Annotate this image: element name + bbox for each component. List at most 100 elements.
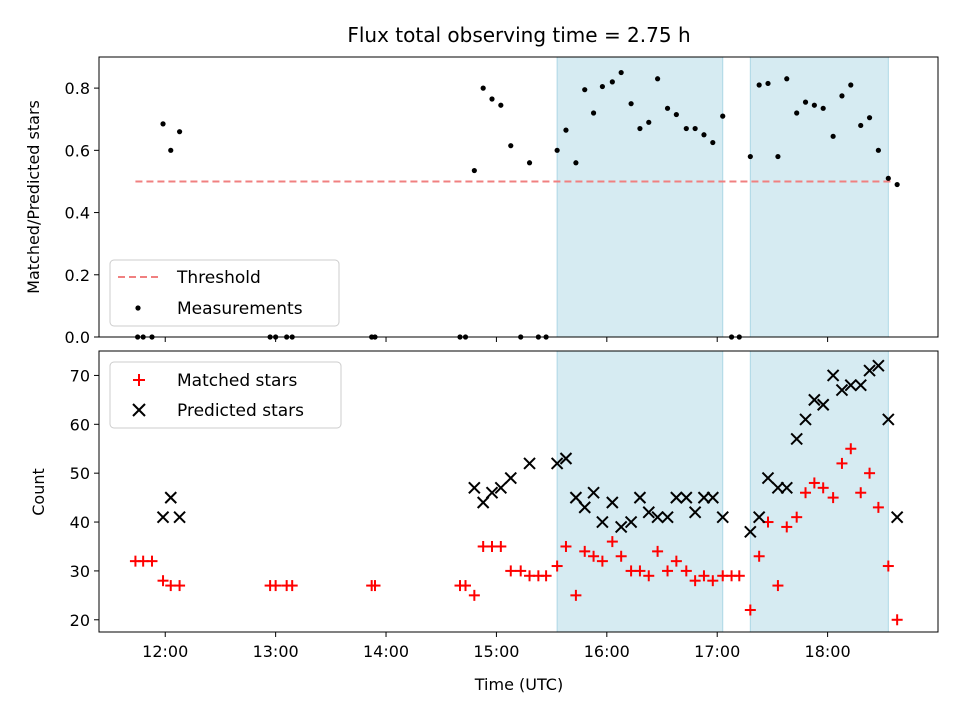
predicted-star-point [854, 379, 867, 392]
x-tick-label: 15:00 [473, 642, 519, 661]
measurement-point [526, 160, 533, 166]
ratio-shaded-region-2 [749, 56, 889, 338]
counts-shaded-region-2 [749, 350, 889, 633]
predicted-star-point [780, 481, 793, 495]
predicted-star-point [844, 379, 857, 392]
predicted-star-point [826, 369, 840, 382]
matched-star-point [845, 443, 857, 455]
measurement-point [489, 96, 495, 102]
counts-frame [98, 350, 939, 633]
predicted-star-point [587, 486, 600, 499]
matched-star-point [560, 540, 572, 552]
predicted-star-point [680, 491, 693, 504]
measurement-point [176, 129, 183, 135]
matched-star-point [468, 589, 480, 601]
matched-star-point [855, 487, 867, 499]
matched-star-point [882, 560, 894, 572]
ratio-legend: Threshold Measurements [109, 259, 340, 327]
legend-threshold-label: Threshold [176, 268, 261, 288]
measurement-point [802, 99, 809, 105]
measurement-point [858, 122, 864, 129]
matched-star-point [680, 565, 692, 577]
measurement-point [599, 83, 606, 90]
ratio-shaded-region-1 [556, 56, 724, 338]
predicted-star-point [651, 510, 664, 524]
matched-star-point [781, 521, 793, 533]
matched-star-point [515, 565, 527, 577]
predicted-star-point [882, 413, 895, 426]
measurement-point [582, 87, 588, 93]
measurement-point [794, 110, 800, 116]
predicted-star-point [476, 496, 490, 509]
predicted-star-point [790, 432, 803, 446]
matched-star-point [652, 545, 664, 557]
predicted-star-point [752, 510, 766, 524]
measurement-point [830, 133, 836, 139]
measurement-point [720, 113, 726, 119]
predicted-star-point [559, 452, 573, 465]
predicted-star-point [697, 491, 711, 504]
measurement-point [637, 125, 643, 132]
predicted-star-point [596, 515, 609, 529]
matched-star-point [634, 565, 646, 577]
counts-y-tick-label: 60 [70, 415, 90, 434]
ratio-y-tick-label: 0.8 [65, 79, 90, 98]
predicted-star-point [872, 359, 885, 372]
counts-panel: 20 30 40 50 60 70 12:00 13:00 14:00 15:00 16:00 17… [29, 350, 939, 694]
measurement-point [811, 102, 817, 108]
counts-shaded-region-1 [556, 350, 724, 633]
ratio-y-ticks: 0.0 0.2 0.4 0.6 0.8 [65, 79, 99, 347]
matched-star-point [670, 555, 682, 567]
measurement-point [747, 153, 753, 160]
measurement-point [498, 102, 504, 108]
ratio-x-ticks [164, 337, 829, 342]
matched-star-point [772, 580, 784, 592]
x-tick-label: 17:00 [694, 642, 740, 661]
predicted-star-point [808, 393, 821, 407]
measurement-point [628, 101, 634, 107]
matched-star-point [791, 511, 803, 523]
measurement-point [471, 167, 477, 174]
matched-star-point [698, 570, 710, 582]
measurement-point [894, 181, 900, 188]
measurement-point [618, 69, 624, 76]
measurement-point [692, 125, 698, 132]
matched-star-point [270, 580, 282, 592]
matched-star-point [733, 570, 745, 582]
matched-star-point [836, 457, 848, 469]
predicted-star-point [494, 481, 508, 495]
predicted-star-point [164, 491, 177, 504]
matched-star-point [606, 536, 618, 548]
matched-star-point [800, 487, 812, 499]
ratio-y-tick-label: 0.4 [65, 204, 90, 223]
predicted-star-point [569, 491, 583, 504]
measurement-point [765, 80, 771, 87]
counts-y-tick-label: 30 [70, 562, 90, 581]
matched-star-point [460, 580, 472, 592]
measurement-point [654, 76, 661, 82]
measurement-point [866, 115, 873, 121]
predicted-star-point [468, 481, 481, 495]
measurement-point [508, 143, 514, 149]
ratio-y-tick-label: 0.6 [65, 141, 90, 160]
matched-star-point [808, 477, 820, 489]
counts-y-label: Count [29, 468, 48, 516]
x-tick-label: 13:00 [253, 642, 299, 661]
counts-y-tick-label: 50 [70, 464, 90, 483]
measurement-point [646, 119, 652, 125]
chart-title: Flux total observing time = 2.75 h [347, 23, 690, 47]
legend-measurements-swatch [135, 305, 141, 311]
matched-star-point [891, 614, 903, 626]
predicted-star-point [744, 525, 757, 539]
measurement-point [590, 110, 597, 116]
predicted-star-point [771, 481, 785, 495]
matched-star-point [286, 580, 298, 592]
x-tick-label: 18:00 [805, 642, 851, 661]
measurement-point [756, 82, 762, 88]
counts-y-tick-label: 20 [70, 611, 90, 630]
matched-star-point [864, 467, 876, 479]
matched-star-point [596, 555, 608, 567]
matched-star-point [689, 575, 701, 587]
counts-legend: Matched stars Predicted stars [109, 361, 342, 429]
measurement-point [160, 121, 166, 127]
